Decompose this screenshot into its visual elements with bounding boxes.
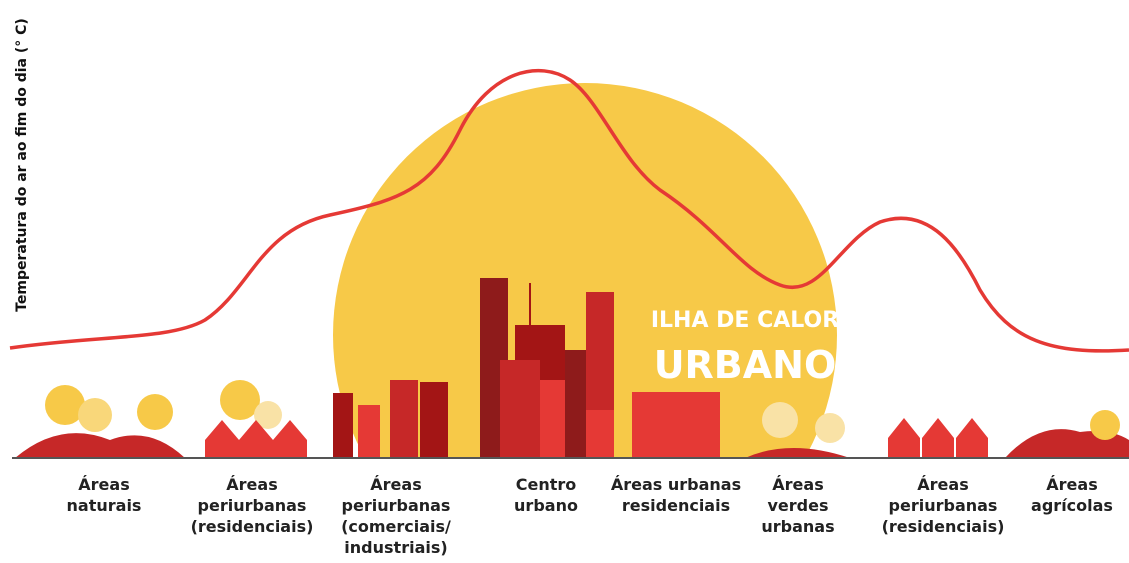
zone-labels: Áreas naturais Áreas periurbanas (residencia… bbox=[67, 475, 1113, 557]
axis-label: Temperatura do ar ao fim do dia (° C) bbox=[14, 18, 30, 312]
zone-label: periurbanas bbox=[342, 496, 451, 515]
zone-label: Áreas urbanas bbox=[611, 475, 741, 494]
zone-label: Áreas bbox=[917, 475, 968, 494]
zone-label: naturais bbox=[67, 496, 142, 515]
zone-label: agrícolas bbox=[1031, 496, 1113, 515]
zone-label: (residenciais) bbox=[191, 517, 314, 536]
zone-label: Áreas bbox=[78, 475, 129, 494]
zone-label: (comerciais/ bbox=[341, 517, 451, 536]
zone-label: periurbanas bbox=[889, 496, 998, 515]
zone-label: Centro bbox=[516, 475, 577, 494]
zone-label: verdes bbox=[768, 496, 829, 515]
zone-label: (residenciais) bbox=[882, 517, 1005, 536]
zone-label: Áreas bbox=[772, 475, 823, 494]
zone-label: urbanas bbox=[761, 517, 834, 536]
infographic: Temperatura do ar ao fim do dia (° C) IL… bbox=[0, 0, 1129, 563]
zone-label: residenciais bbox=[622, 496, 730, 515]
zone-label: industriais) bbox=[344, 538, 447, 557]
zone-label: Áreas bbox=[226, 475, 277, 494]
banner-line2: URBANO bbox=[654, 343, 837, 387]
zone-label: urbano bbox=[514, 496, 578, 515]
zone-label: Áreas bbox=[370, 475, 421, 494]
zone-label: periurbanas bbox=[198, 496, 307, 515]
zone-label: Áreas bbox=[1046, 475, 1097, 494]
banner-line1: ILHA DE CALOR bbox=[651, 308, 839, 333]
